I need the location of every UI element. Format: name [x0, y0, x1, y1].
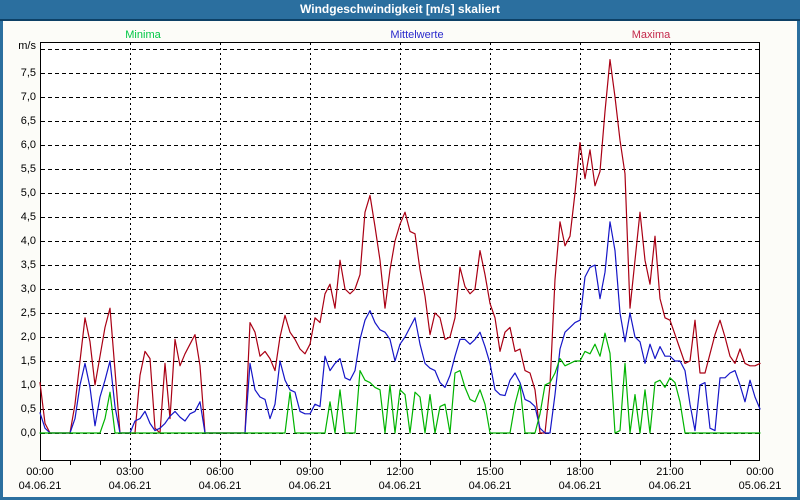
y-tick-label: 5,5	[20, 163, 36, 175]
x-tick-time: 18:00	[566, 466, 594, 478]
legend-maxima: Maxima	[631, 29, 671, 41]
legend: Minima Mittelwerte Maxima	[0, 28, 800, 43]
x-tick-label: 06:00 04.06.21	[184, 465, 256, 493]
plot-area	[40, 42, 760, 461]
x-tick-label: 18:00 04.06.21	[544, 465, 616, 493]
legend-mittelwerte: Mittelwerte	[390, 29, 444, 41]
x-tick-label: 00:00 05.06.21	[724, 465, 796, 493]
y-tick-label: 0,5	[20, 403, 36, 415]
x-tick-date: 04.06.21	[468, 480, 512, 492]
y-tick-label: 6,5	[20, 115, 36, 127]
x-tick-label: 03:00 04.06.21	[94, 465, 166, 493]
y-tick-label: 2,5	[20, 307, 36, 319]
y-tick-label: 1,0	[20, 379, 36, 391]
x-tick-label: 00:00 04.06.21	[4, 465, 76, 493]
x-tick-time: 00:00	[746, 466, 774, 478]
y-tick-label: 2,0	[20, 331, 36, 343]
x-tick-time: 03:00	[116, 466, 144, 478]
x-tick-label: 09:00 04.06.21	[274, 465, 346, 493]
y-tick-label: 6,0	[20, 139, 36, 151]
y-tick-label: 4,0	[20, 235, 36, 247]
x-tick-label: 15:00 04.06.21	[454, 465, 526, 493]
x-tick-time: 09:00	[296, 466, 324, 478]
mittelwerte-series-line	[39, 221, 761, 434]
y-tick-label: 3,0	[20, 283, 36, 295]
x-tick-time: 12:00	[386, 466, 414, 478]
x-tick-time: 00:00	[26, 466, 54, 478]
x-tick-date: 04.06.21	[288, 480, 332, 492]
y-tick-label: 5,0	[20, 187, 36, 199]
y-tick-label: 7,5	[20, 67, 36, 79]
x-tick-date: 04.06.21	[18, 480, 62, 492]
y-axis-unit-label: m/s	[18, 40, 36, 52]
y-tick-label: 3,5	[20, 259, 36, 271]
x-tick-date: 04.06.21	[558, 480, 602, 492]
y-tick-label: 7,0	[20, 91, 36, 103]
window-title-bar: Windgeschwindigkeit [m/s] skaliert	[0, 0, 800, 21]
x-tick-time: 15:00	[476, 466, 504, 478]
x-tick-date: 04.06.21	[108, 480, 152, 492]
legend-minima: Minima	[125, 29, 161, 41]
x-tick-date: 04.06.21	[648, 480, 692, 492]
minima-series-line	[39, 332, 761, 434]
y-tick-label: 4,5	[20, 211, 36, 223]
window-title: Windgeschwindigkeit [m/s] skaliert	[300, 2, 500, 16]
x-tick-date: 05.06.21	[738, 480, 782, 492]
x-tick-label: 21:00 04.06.21	[634, 465, 706, 493]
y-tick-label: 1,5	[20, 355, 36, 367]
x-tick-time: 21:00	[656, 466, 684, 478]
y-tick-label: 0,0	[20, 427, 36, 439]
x-tick-label: 12:00 04.06.21	[364, 465, 436, 493]
x-tick-time: 06:00	[206, 466, 234, 478]
x-tick-date: 04.06.21	[378, 480, 422, 492]
x-tick-date: 04.06.21	[198, 480, 242, 492]
